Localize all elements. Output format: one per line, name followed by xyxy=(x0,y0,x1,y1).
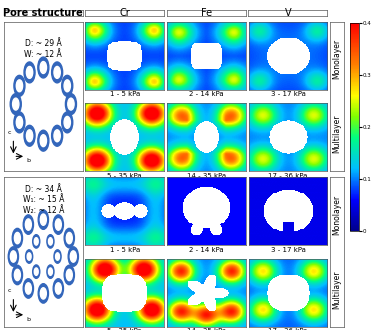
Circle shape xyxy=(68,98,74,110)
Circle shape xyxy=(23,215,34,234)
Text: b: b xyxy=(26,317,30,322)
Circle shape xyxy=(38,57,49,78)
Circle shape xyxy=(8,247,18,266)
Circle shape xyxy=(40,61,47,74)
Circle shape xyxy=(48,268,52,275)
Circle shape xyxy=(25,219,31,230)
Circle shape xyxy=(23,279,34,298)
Circle shape xyxy=(52,125,63,146)
Circle shape xyxy=(53,279,63,298)
X-axis label: 2 - 14 kPa: 2 - 14 kPa xyxy=(189,247,224,253)
Circle shape xyxy=(40,288,47,299)
Circle shape xyxy=(34,238,38,245)
Text: Multilayer: Multilayer xyxy=(332,115,341,153)
Text: Multilayer: Multilayer xyxy=(332,270,341,309)
Circle shape xyxy=(24,125,35,146)
X-axis label: 3 - 17 kPa: 3 - 17 kPa xyxy=(271,91,305,97)
Circle shape xyxy=(62,112,73,133)
Circle shape xyxy=(12,265,23,285)
X-axis label: 17 - 36 kPa: 17 - 36 kPa xyxy=(268,328,308,330)
Circle shape xyxy=(10,94,21,115)
Circle shape xyxy=(48,238,52,245)
Circle shape xyxy=(13,98,19,110)
Circle shape xyxy=(14,269,20,280)
Circle shape xyxy=(24,62,35,83)
Circle shape xyxy=(54,250,61,263)
Circle shape xyxy=(25,250,33,263)
Circle shape xyxy=(33,265,40,279)
Circle shape xyxy=(54,66,60,79)
Circle shape xyxy=(55,219,61,230)
Circle shape xyxy=(65,94,77,115)
Circle shape xyxy=(40,214,47,225)
Circle shape xyxy=(70,251,76,262)
Circle shape xyxy=(16,80,23,92)
Text: c: c xyxy=(8,130,11,135)
Circle shape xyxy=(64,80,70,92)
X-axis label: 5 - 35 kPa: 5 - 35 kPa xyxy=(108,328,142,330)
X-axis label: 1 - 5 kPa: 1 - 5 kPa xyxy=(109,91,140,97)
Text: D: ~ 29 Å
W: ~ 12 Å: D: ~ 29 Å W: ~ 12 Å xyxy=(25,39,62,58)
X-axis label: 14 - 35 kPa: 14 - 35 kPa xyxy=(187,173,226,179)
Circle shape xyxy=(55,283,61,294)
Text: Monolayer: Monolayer xyxy=(332,195,341,235)
Circle shape xyxy=(34,268,38,275)
Circle shape xyxy=(16,116,23,128)
Circle shape xyxy=(27,253,31,260)
Text: c: c xyxy=(8,288,11,293)
Circle shape xyxy=(12,228,23,248)
Circle shape xyxy=(64,228,74,248)
Circle shape xyxy=(62,75,73,96)
Circle shape xyxy=(47,265,54,279)
Circle shape xyxy=(38,210,48,229)
Text: Pore structure: Pore structure xyxy=(4,8,83,18)
X-axis label: 17 - 36 kPa: 17 - 36 kPa xyxy=(268,173,308,179)
Circle shape xyxy=(14,75,25,96)
Circle shape xyxy=(14,232,20,244)
Circle shape xyxy=(47,235,54,248)
Text: V: V xyxy=(285,8,291,18)
X-axis label: 5 - 35 kPa: 5 - 35 kPa xyxy=(108,173,142,179)
Circle shape xyxy=(64,116,70,128)
Circle shape xyxy=(38,284,48,303)
X-axis label: 14 - 35 kPa: 14 - 35 kPa xyxy=(187,328,226,330)
Text: Fe: Fe xyxy=(201,8,212,18)
Circle shape xyxy=(14,112,25,133)
X-axis label: 1 - 5 kPa: 1 - 5 kPa xyxy=(109,247,140,253)
Circle shape xyxy=(25,283,31,294)
Circle shape xyxy=(33,235,40,248)
Circle shape xyxy=(64,265,74,285)
Text: Cr: Cr xyxy=(120,8,130,18)
Circle shape xyxy=(52,62,63,83)
X-axis label: 3 - 17 kPa: 3 - 17 kPa xyxy=(271,247,305,253)
Circle shape xyxy=(11,251,16,262)
Circle shape xyxy=(53,215,63,234)
Circle shape xyxy=(66,232,72,244)
Circle shape xyxy=(56,253,59,260)
Circle shape xyxy=(68,247,79,266)
Text: Monolayer: Monolayer xyxy=(332,39,341,79)
Circle shape xyxy=(38,130,49,151)
X-axis label: 2 - 14 kPa: 2 - 14 kPa xyxy=(189,91,224,97)
Circle shape xyxy=(54,130,60,142)
Text: D: ~ 34 Å
W₁: ~ 15 Å
W₂: ~ 12 Å: D: ~ 34 Å W₁: ~ 15 Å W₂: ~ 12 Å xyxy=(23,185,64,215)
Circle shape xyxy=(26,130,33,142)
Circle shape xyxy=(26,66,33,79)
Text: b: b xyxy=(26,158,30,163)
Circle shape xyxy=(66,269,72,280)
Circle shape xyxy=(40,135,47,147)
